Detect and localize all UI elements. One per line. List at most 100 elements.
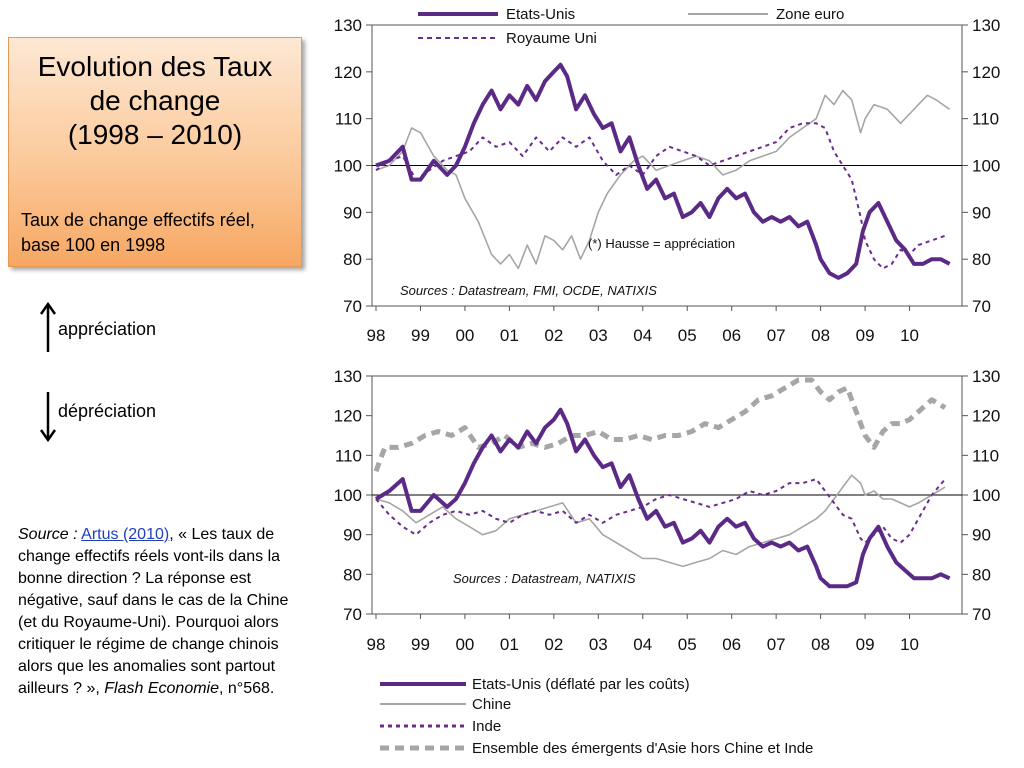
x-tick-label: 09 [856,326,875,345]
series-line-chine [375,474,946,568]
slide-subtitle: Taux de change effectifs réel, base 100 … [21,210,255,255]
x-tick-label: 06 [722,635,741,654]
y-tick-label: 100 [972,486,1000,505]
bottom-legend: Etats-Unis (déflaté par les coûts) Chine… [380,676,813,757]
y-tick-label: 70 [343,297,362,316]
bottom-chart-y-axis-left: 70 80 90 100 110 120 130 [334,367,372,624]
y-tick-label: 120 [334,63,362,82]
y-tick-label: 70 [972,297,991,316]
x-tick-label: 07 [767,326,786,345]
y-tick-label: 90 [972,526,991,545]
x-tick-label: 98 [367,326,386,345]
bottom-chart-sources: Sources : Datastream, NATIXIS [453,571,636,586]
down-arrow-icon [39,392,57,443]
x-tick-label: 02 [544,326,563,345]
y-tick-label: 120 [972,63,1000,82]
legend-india-label: Inde [472,718,501,735]
y-tick-label: 120 [334,407,362,426]
x-tick-label: 00 [455,635,474,654]
y-tick-label: 110 [972,110,999,129]
y-tick-label: 80 [343,250,362,269]
y-tick-label: 130 [334,16,362,35]
legend-us-label: Etats-Unis [506,6,575,23]
top-chart-y-axis-right: 70 80 90 100 110 120 130 [962,16,1000,316]
y-tick-label: 130 [972,16,1000,35]
legend-us-deflated-label: Etats-Unis (déflaté par les coûts) [472,676,690,693]
y-tick-label: 70 [343,605,362,624]
x-tick-label: 10 [900,326,919,345]
x-tick-label: 01 [500,635,519,654]
x-tick-label: 03 [589,326,608,345]
source-quote: , « Les taux de change effectifs réels v… [18,526,289,697]
top-chart-y-axis-left: 70 80 90 100 110 120 130 [334,16,372,316]
top-legend: Etats-Unis Zone euro Royaume Uni [418,6,844,47]
y-tick-label: 130 [334,367,362,386]
arrow-legend-graphics [39,301,57,443]
y-tick-label: 130 [972,367,1000,386]
bottom-chart-x-axis: 98 99 00 01 02 03 04 05 06 07 08 09 10 [367,614,919,654]
top-chart-sources: Sources : Datastream, FMI, OCDE, NATIXIS [400,283,657,298]
y-tick-label: 100 [334,486,362,505]
series-line-etats-unis [375,62,951,280]
title-line-2: de change [89,85,221,116]
source-publication: Flash Economie [104,680,219,697]
y-tick-label: 100 [972,157,1000,176]
y-tick-label: 80 [972,250,991,269]
source-label: Source : [18,526,78,543]
x-tick-label: 09 [856,635,875,654]
y-tick-label: 110 [335,110,362,129]
y-tick-label: 120 [972,407,1000,426]
y-tick-label: 80 [972,565,991,584]
series-line-zone-euro [375,89,951,270]
legend-euro-label: Zone euro [776,6,844,23]
y-tick-label: 90 [972,203,991,222]
top-chart-annotation: (*) Hausse = appréciation [588,236,735,251]
bottom-chart: 70 80 90 100 110 120 130 70 80 90 100 110 120 130 98… [334,367,1001,654]
x-tick-label: 00 [455,326,474,345]
y-tick-label: 110 [972,446,999,465]
y-tick-label: 90 [343,203,362,222]
depreciation-label: dépréciation [58,401,157,421]
series-line-etats-unis-d-flat-par-les-co-ts- [374,407,951,589]
up-arrow-icon [39,301,57,352]
x-tick-label: 07 [767,635,786,654]
x-tick-label: 98 [367,635,386,654]
source-number: , n°568. [219,680,275,697]
title-box: Evolution des Taux de change (1998 – 201… [8,37,302,267]
top-chart-series [372,62,962,280]
y-tick-label: 90 [343,526,362,545]
source-link[interactable]: Artus (2010) [81,526,170,543]
y-tick-label: 70 [972,605,991,624]
x-tick-label: 01 [500,326,519,345]
series-line-ensemble-des-mergents-d-asie-hors-chine-et-inde [373,377,947,473]
title-line-1: Evolution des Taux [37,51,273,82]
legend-china-label: Chine [472,696,511,713]
appreciation-label: appréciation [58,319,157,339]
x-tick-label: 05 [678,635,697,654]
x-tick-label: 05 [678,326,697,345]
x-tick-label: 06 [722,326,741,345]
slide-title: Evolution des Taux de change (1998 – 201… [9,50,301,152]
legend-asia-label: Ensemble des émergents d'Asie hors Chine… [472,740,813,757]
x-tick-label: 99 [411,635,430,654]
bottom-chart-series [372,377,962,589]
legend-uk-label: Royaume Uni [506,30,597,47]
series-line-royaume-uni [375,122,946,270]
x-tick-label: 99 [411,326,430,345]
top-chart: 70 80 90 100 110 120 130 70 80 90 100 110 120 130 98… [334,16,1001,345]
y-tick-label: 80 [343,565,362,584]
x-tick-label: 08 [811,326,830,345]
x-tick-label: 02 [544,635,563,654]
x-tick-label: 03 [589,635,608,654]
bottom-chart-y-axis-right: 70 80 90 100 110 120 130 [962,367,1000,624]
x-tick-label: 04 [633,326,652,345]
x-tick-label: 08 [811,635,830,654]
y-tick-label: 100 [334,157,362,176]
source-note: Source : Artus (2010), « Les taux de cha… [18,524,300,700]
title-line-3: (1998 – 2010) [67,119,243,150]
x-tick-label: 10 [900,635,919,654]
y-tick-label: 110 [335,446,362,465]
x-tick-label: 04 [633,635,652,654]
top-chart-x-axis: 98 99 00 01 02 03 04 05 06 07 08 09 10 [367,306,919,345]
